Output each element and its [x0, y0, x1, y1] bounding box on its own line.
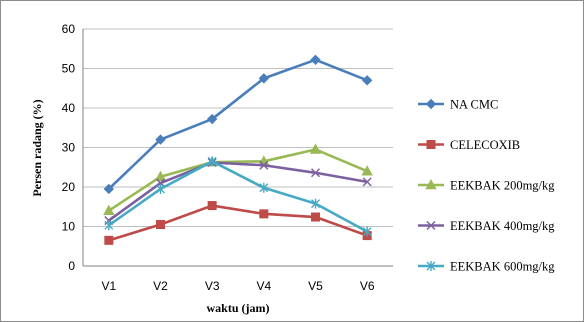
- legend-label: EEKBAK 600mg/kg: [450, 260, 555, 274]
- data-point: [363, 76, 372, 85]
- x-tick-label: V2: [153, 279, 168, 293]
- legend-entry: EEKBAK 600mg/kg: [418, 260, 555, 274]
- y-tick-label: 50: [62, 62, 76, 76]
- legend-marker: [427, 100, 436, 109]
- x-tick-labels: V1 V2 V3 V4 V5 V6: [101, 279, 374, 293]
- legend-entry: EEKBAK 400mg/kg: [418, 219, 555, 233]
- data-point: [208, 202, 216, 210]
- data-point: [312, 213, 320, 221]
- legend-label: NA CMC: [450, 98, 498, 112]
- legend-marker: [427, 141, 435, 149]
- y-tick-label: 0: [68, 259, 75, 273]
- series-2: [105, 202, 371, 245]
- series-5: [105, 156, 371, 236]
- data-point: [105, 236, 113, 244]
- legend-entry: CELECOXIB: [418, 138, 520, 152]
- x-tick-label: V1: [101, 279, 116, 293]
- data-point: [311, 55, 320, 64]
- y-tick-label: 30: [62, 141, 76, 155]
- y-tick-label: 60: [62, 22, 76, 36]
- x-tick-label: V4: [256, 279, 271, 293]
- legend-label: CELECOXIB: [450, 138, 520, 152]
- series-line: [109, 149, 367, 210]
- data-point: [105, 220, 113, 230]
- y-tick-label: 10: [62, 220, 76, 234]
- legend-entry: EEKBAK 200mg/kg: [418, 179, 555, 193]
- data-point: [260, 210, 268, 218]
- x-axis-title: waktu (jam): [207, 301, 270, 315]
- series-1: [104, 55, 371, 193]
- legend-label: EEKBAK 400mg/kg: [450, 219, 555, 233]
- x-tick-label: V6: [360, 279, 375, 293]
- legend-entry: NA CMC: [418, 98, 498, 112]
- legend-label: EEKBAK 200mg/kg: [450, 179, 555, 193]
- x-tick-label: V5: [308, 279, 323, 293]
- data-point: [311, 144, 321, 153]
- series-4: [105, 159, 371, 225]
- series: [104, 55, 372, 244]
- legend: NA CMC CELECOXIB EEKBAK 200mg/kg EEKBAK 400…: [418, 98, 555, 274]
- data-point: [157, 184, 165, 194]
- y-axis-title: Persen radang (%): [30, 99, 44, 196]
- data-point: [157, 221, 165, 229]
- series-line: [109, 60, 367, 189]
- x-tick-label: V3: [205, 279, 220, 293]
- y-tick-label: 40: [62, 101, 76, 115]
- y-tick-labels: 0 10 20 30 40 50 60: [62, 22, 76, 273]
- y-tick-label: 20: [62, 180, 76, 194]
